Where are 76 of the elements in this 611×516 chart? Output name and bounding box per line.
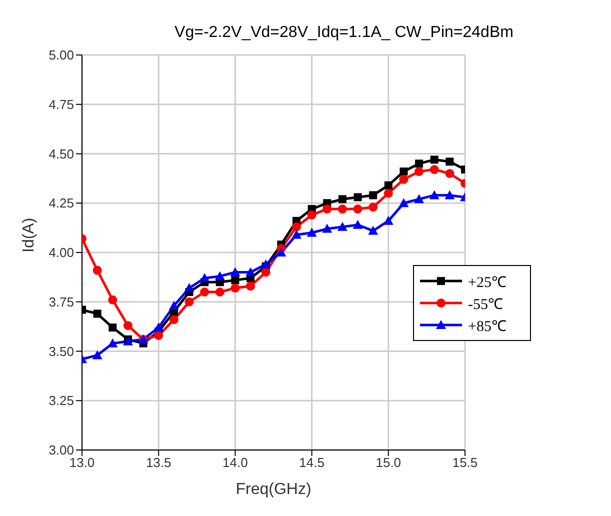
y-tick-label: 5.00 bbox=[48, 48, 74, 63]
point bbox=[246, 267, 256, 276]
point bbox=[384, 181, 392, 190]
y-tick-label: 4.50 bbox=[48, 146, 74, 162]
point bbox=[429, 190, 440, 200]
point bbox=[276, 248, 286, 256]
point bbox=[430, 165, 439, 174]
point bbox=[169, 315, 178, 324]
point bbox=[383, 216, 394, 225]
point bbox=[184, 283, 194, 292]
x-tick-label: 14.0 bbox=[222, 455, 248, 470]
chart-title: Vg=-2.2V_Vd=28V_Idq=1.1A_ CW_Pin=24dBm bbox=[174, 24, 514, 42]
point bbox=[430, 156, 438, 164]
point bbox=[200, 273, 210, 282]
point bbox=[261, 268, 270, 277]
x-tick-label: 14.5 bbox=[299, 455, 324, 470]
y-tick-label: 3.00 bbox=[48, 442, 74, 458]
point bbox=[260, 259, 271, 268]
point bbox=[184, 297, 194, 306]
point bbox=[368, 202, 378, 212]
point bbox=[384, 188, 393, 198]
point bbox=[154, 322, 164, 332]
y-axis-title: Id(A) bbox=[20, 218, 38, 252]
point bbox=[353, 204, 362, 214]
point bbox=[307, 210, 316, 220]
point bbox=[231, 276, 240, 284]
point bbox=[338, 195, 346, 204]
point bbox=[445, 169, 454, 178]
point bbox=[108, 338, 118, 348]
x-axis-title: Freq(GHz) bbox=[236, 481, 312, 498]
point bbox=[123, 321, 132, 330]
point bbox=[354, 193, 362, 202]
point bbox=[108, 295, 118, 304]
point bbox=[322, 224, 332, 233]
point bbox=[398, 198, 409, 208]
point bbox=[246, 282, 256, 291]
point bbox=[414, 194, 424, 204]
point bbox=[444, 190, 455, 200]
point bbox=[292, 222, 301, 232]
point bbox=[230, 284, 240, 293]
point bbox=[168, 300, 179, 310]
y-tick-label: 4.00 bbox=[48, 245, 74, 260]
x-tick-label: 15.0 bbox=[376, 455, 402, 470]
point bbox=[352, 220, 363, 229]
y-tick-label: 3.50 bbox=[48, 344, 74, 359]
point bbox=[93, 310, 102, 318]
point bbox=[337, 222, 348, 231]
x-tick-label: 15.5 bbox=[452, 455, 478, 470]
x-tick-label: 13.0 bbox=[69, 455, 95, 470]
y-tick-label: 4.25 bbox=[48, 196, 74, 211]
point bbox=[368, 226, 378, 235]
point bbox=[215, 288, 224, 296]
point bbox=[322, 204, 332, 214]
point bbox=[230, 267, 240, 276]
y-tick-label: 4.75 bbox=[48, 96, 74, 112]
x-tick-label: 13.5 bbox=[146, 455, 172, 470]
point bbox=[399, 174, 408, 184]
point bbox=[306, 228, 317, 237]
point bbox=[414, 167, 424, 176]
point bbox=[446, 158, 454, 166]
point bbox=[92, 266, 102, 275]
point bbox=[400, 168, 408, 176]
point bbox=[108, 324, 117, 332]
y-tick-label: 3.75 bbox=[48, 294, 74, 310]
legend-label: +85℃ bbox=[468, 318, 506, 336]
y-tick-label: 3.25 bbox=[48, 393, 74, 408]
legend-label: -55℃ bbox=[468, 296, 503, 314]
point bbox=[200, 288, 210, 296]
point bbox=[214, 271, 225, 280]
point bbox=[291, 230, 302, 239]
legend-label: +25℃ bbox=[468, 274, 506, 292]
point bbox=[369, 191, 378, 200]
point bbox=[338, 204, 347, 214]
point bbox=[415, 160, 424, 168]
point bbox=[92, 350, 102, 360]
point bbox=[154, 330, 164, 340]
